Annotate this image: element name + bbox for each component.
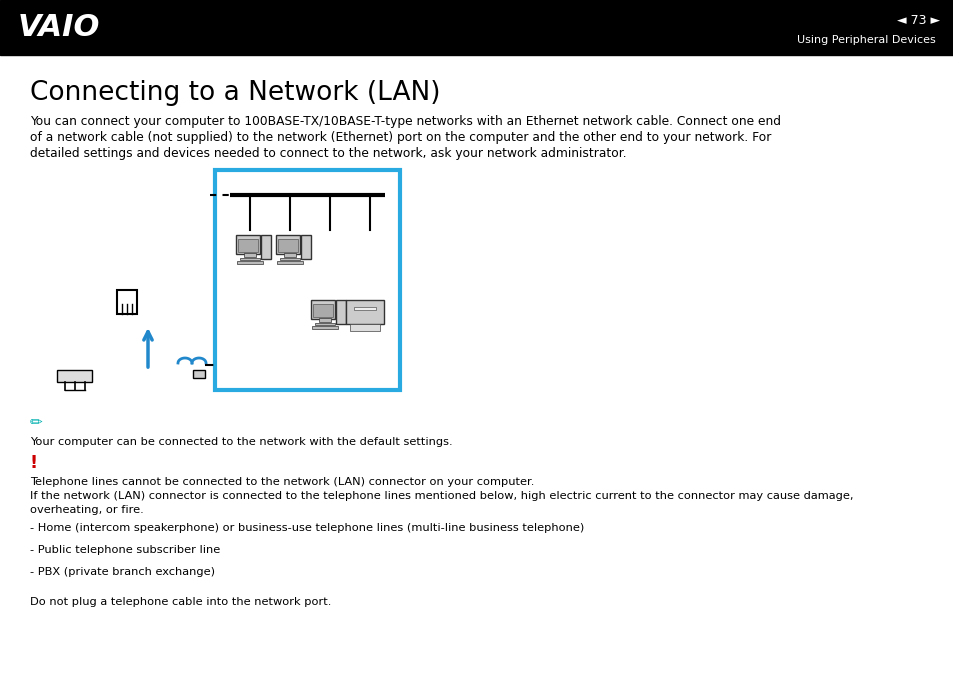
Bar [193,370,205,378]
Bar [315,323,335,325]
Text: ◄ 73 ►: ◄ 73 ► [897,13,940,26]
Bar [354,307,376,309]
Bar [350,324,380,331]
Bar [235,235,259,253]
Text: If the network (LAN) connector is connected to the telephone lines mentioned bel: If the network (LAN) connector is connec… [30,491,853,501]
Bar [57,370,92,382]
Text: VAIO: VAIO [18,13,100,42]
Text: ✏: ✏ [30,415,43,431]
Text: Using Peripheral Devices: Using Peripheral Devices [797,35,935,45]
Bar [311,300,335,319]
Text: - PBX (private branch exchange): - PBX (private branch exchange) [30,567,214,577]
Bar [117,290,137,314]
Bar [275,235,299,253]
Text: Telephone lines cannot be connected to the network (LAN) connector on your compu: Telephone lines cannot be connected to t… [30,477,534,487]
Bar [276,260,303,264]
Bar [260,235,271,259]
Bar [346,300,384,324]
Text: - Home (intercom speakerphone) or business-use telephone lines (multi-line busin: - Home (intercom speakerphone) or busine… [30,523,583,533]
Bar [312,326,337,329]
Bar [237,239,257,251]
Text: - Public telephone subscriber line: - Public telephone subscriber line [30,545,220,555]
Bar [0,0,953,55]
Text: !: ! [30,454,38,472]
Bar [277,239,297,251]
Text: of a network cable (not supplied) to the network (Ethernet) port on the computer: of a network cable (not supplied) to the… [30,131,771,144]
Text: You can connect your computer to 100BASE-TX/10BASE-T-type networks with an Ether: You can connect your computer to 100BASE… [30,115,781,128]
Bar [318,318,331,321]
Bar [244,253,255,257]
Text: Your computer can be connected to the network with the default settings.: Your computer can be connected to the ne… [30,437,452,447]
Bar [240,257,259,260]
Text: Connecting to a Network (LAN): Connecting to a Network (LAN) [30,80,440,106]
Bar [300,235,311,259]
Bar [284,253,295,257]
Bar [280,257,299,260]
Text: Do not plug a telephone cable into the network port.: Do not plug a telephone cable into the n… [30,597,331,607]
Text: overheating, or fire.: overheating, or fire. [30,505,144,515]
Bar [335,300,346,324]
Bar [236,260,263,264]
Bar [214,170,399,390]
Text: detailed settings and devices needed to connect to the network, ask your network: detailed settings and devices needed to … [30,147,626,160]
Bar [313,304,333,317]
